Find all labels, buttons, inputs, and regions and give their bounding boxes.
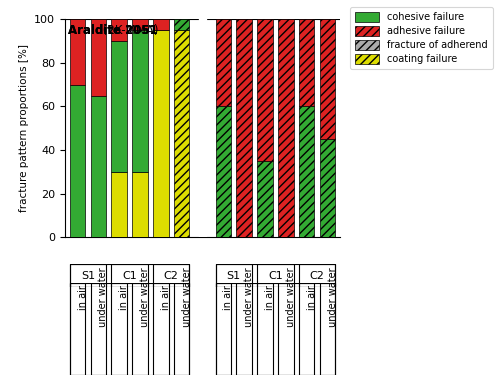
Bar: [174, 283, 190, 375]
Bar: [320, 19, 336, 139]
Bar: [132, 172, 148, 237]
Bar: [153, 30, 168, 237]
Bar: [132, 283, 148, 375]
Bar: [153, 264, 190, 287]
Bar: [70, 283, 86, 375]
Bar: [216, 19, 231, 106]
Bar: [153, 19, 168, 30]
Bar: [257, 19, 273, 161]
Bar: [132, 30, 148, 172]
Bar: [90, 19, 106, 96]
Bar: [216, 106, 231, 237]
Bar: [299, 106, 314, 237]
Bar: [216, 264, 336, 287]
Legend: cohesive failure, adhesive failure, fracture of adherend, coating failure: cohesive failure, adhesive failure, frac…: [350, 7, 492, 69]
Text: C1: C1: [122, 271, 137, 281]
Bar: [112, 19, 127, 41]
Bar: [278, 19, 293, 237]
Text: (2K-MMA): (2K-MMA): [100, 23, 159, 36]
Y-axis label: fracture pattern proportions [%]: fracture pattern proportions [%]: [18, 44, 28, 212]
Bar: [299, 264, 336, 287]
Text: under water: under water: [286, 267, 296, 327]
Bar: [236, 19, 252, 237]
Bar: [70, 264, 190, 287]
Bar: [174, 19, 190, 30]
Text: in air: in air: [119, 285, 129, 309]
Bar: [70, 85, 86, 237]
Bar: [216, 283, 231, 375]
Bar: [90, 283, 106, 375]
Text: C2: C2: [164, 271, 178, 281]
Bar: [299, 283, 314, 375]
Text: in air: in air: [161, 285, 171, 309]
Text: under water: under water: [182, 267, 192, 327]
Text: under water: under water: [328, 267, 338, 327]
Bar: [320, 283, 336, 375]
Text: S1: S1: [81, 271, 95, 281]
Text: S1: S1: [226, 271, 241, 281]
Text: under water: under water: [98, 267, 108, 327]
Text: Araldite 2051 (2K-MMA): Araldite 2051 (2K-MMA): [68, 23, 207, 36]
Text: Araldite 2051: Araldite 2051: [68, 23, 158, 36]
Text: under water: under water: [140, 267, 150, 327]
Text: in air: in air: [78, 285, 88, 309]
Bar: [112, 172, 127, 237]
Bar: [112, 264, 148, 287]
Bar: [216, 264, 252, 287]
Bar: [70, 19, 86, 85]
Text: Araldite 2051: Araldite 2051: [68, 23, 158, 36]
Bar: [174, 30, 190, 237]
Bar: [70, 264, 106, 287]
Text: under water: under water: [244, 267, 254, 327]
Bar: [90, 96, 106, 237]
Bar: [257, 161, 273, 237]
Bar: [257, 264, 294, 287]
Bar: [70, 283, 190, 375]
Text: in air: in air: [306, 285, 316, 309]
Bar: [257, 283, 273, 375]
Text: in air: in air: [265, 285, 275, 309]
Bar: [236, 283, 252, 375]
Text: in air: in air: [224, 285, 234, 309]
Bar: [153, 283, 168, 375]
Bar: [112, 283, 127, 375]
Text: C2: C2: [310, 271, 324, 281]
Bar: [320, 139, 336, 237]
Bar: [278, 283, 293, 375]
Bar: [299, 19, 314, 106]
Text: C1: C1: [268, 271, 283, 281]
Bar: [216, 283, 336, 375]
Bar: [112, 41, 127, 172]
Bar: [132, 19, 148, 30]
